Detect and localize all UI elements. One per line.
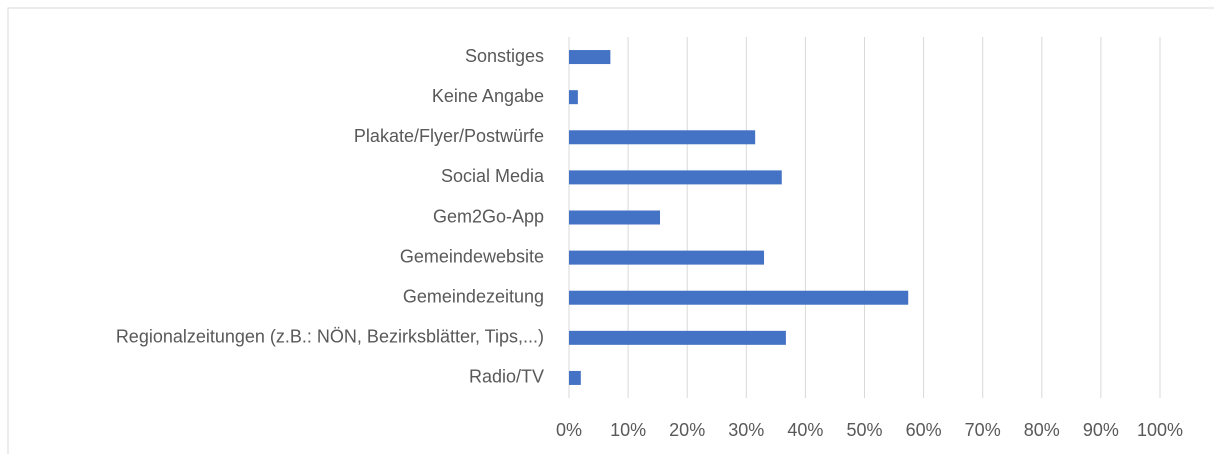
bar <box>569 50 611 65</box>
y-tick-label: Sonstiges <box>465 46 544 66</box>
y-tick-label: Gem2Go-App <box>433 206 544 226</box>
bar <box>569 90 578 105</box>
x-tick-label: 40% <box>787 420 823 440</box>
x-tick-label: 50% <box>846 420 882 440</box>
bar <box>569 370 581 385</box>
y-tick-label: Social Media <box>441 166 545 186</box>
chart-border <box>7 7 1214 454</box>
x-tick-label: 30% <box>728 420 764 440</box>
y-tick-label: Gemeindezeitung <box>403 286 544 306</box>
x-tick-label: 90% <box>1083 420 1119 440</box>
x-tick-label: 10% <box>610 420 646 440</box>
bar <box>569 170 782 185</box>
x-tick-label: 60% <box>906 420 942 440</box>
x-tick-label: 100% <box>1137 420 1183 440</box>
bar <box>569 330 786 345</box>
y-tick-label: Radio/TV <box>469 367 544 387</box>
y-tick-label: Gemeindewebsite <box>400 246 544 266</box>
x-tick-label: 80% <box>1024 420 1060 440</box>
bar <box>569 210 661 225</box>
y-tick-label: Regionalzeitungen (z.B.: NÖN, Bezirksblä… <box>116 327 544 347</box>
y-tick-label: Keine Angabe <box>432 86 544 106</box>
x-tick-label: 0% <box>556 420 582 440</box>
bar <box>569 290 909 305</box>
x-tick-label: 70% <box>965 420 1001 440</box>
bar <box>569 130 756 145</box>
x-tick-label: 20% <box>669 420 705 440</box>
y-tick-label: Plakate/Flyer/Postwürfe <box>354 126 544 146</box>
bar <box>569 250 765 265</box>
